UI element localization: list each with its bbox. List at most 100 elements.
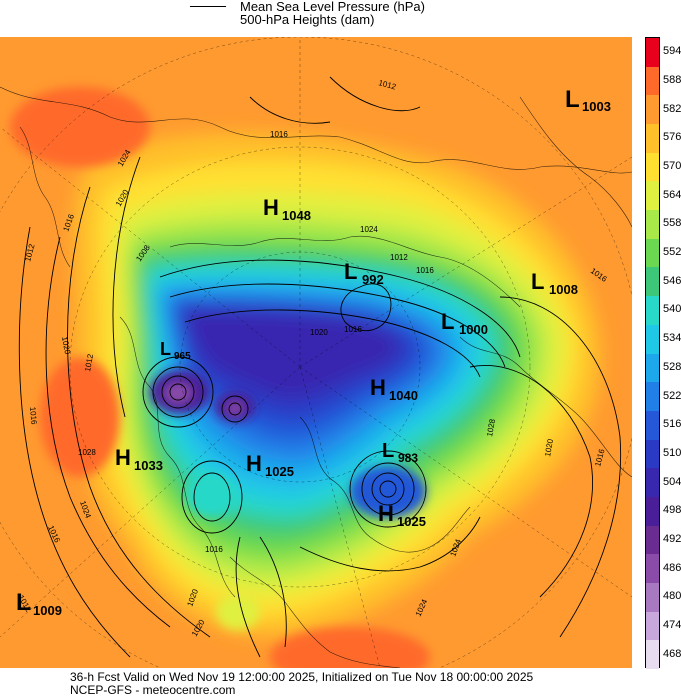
coastline-4 [299, 416, 471, 553]
isobar-label: 1028 [78, 448, 96, 457]
colorbar-segment [646, 554, 659, 584]
warm-patch-south [270, 627, 430, 668]
isobar-10 [299, 516, 481, 572]
colorbar-label: 522 [663, 389, 681, 402]
colorbar-segment [646, 525, 659, 555]
low-value: 992 [362, 272, 384, 287]
isobar-label: 1016 [205, 545, 223, 554]
pressure-center-low: L 1008 [531, 269, 578, 297]
coastline-7 [519, 96, 632, 228]
colorbar-segment [646, 296, 659, 326]
isobar-3 [18, 226, 131, 658]
colorbar-label: 474 [663, 618, 681, 631]
colorbar-label: 480 [663, 590, 681, 603]
isobar-label: 1020 [60, 336, 72, 356]
high-value: 1025 [265, 464, 294, 479]
colorbar-label: 486 [663, 561, 681, 574]
high-letter: H [115, 445, 131, 470]
height-core-east [350, 466, 426, 518]
low-letter: L [565, 86, 580, 113]
pressure-center-high: H 1025 [246, 451, 294, 479]
weather-map-canvas: 1012 1016 1020 1024 1028 1012 1016 1020 … [0, 37, 632, 668]
pressure-center-high: H 1048 [263, 195, 311, 223]
high-value: 1033 [134, 458, 163, 473]
high-letter: H [246, 451, 262, 476]
colorbar-label: 546 [663, 274, 681, 287]
isobar-5 [159, 259, 521, 358]
high-letter: H [263, 195, 279, 220]
coastline-1 [0, 86, 632, 174]
isobar-low3-ring-4 [349, 450, 427, 528]
isobar-low4 [340, 283, 392, 332]
colorbar-segment [646, 181, 659, 211]
isobar-legend-line [190, 6, 226, 7]
high-letter: H [370, 375, 386, 400]
pressure-center-high: H 1033 [115, 445, 163, 473]
isobar-6 [169, 283, 506, 368]
colorbar-segment [646, 468, 659, 498]
low-letter: L [344, 259, 357, 284]
pressure-center-high: H 1040 [370, 375, 418, 403]
colorbar-label: 504 [663, 475, 681, 488]
colorbar-segment [646, 267, 659, 297]
colorbar-label: 570 [663, 160, 681, 173]
isobar-low-ring-1 [169, 383, 187, 401]
isobar-low3-ring-1 [379, 480, 397, 498]
colorbar-label: 594 [663, 45, 681, 58]
isobars [18, 76, 622, 658]
colorbar-segment [646, 238, 659, 268]
colorbar-label: 528 [663, 360, 681, 373]
low-letter: L [382, 440, 394, 462]
colorbar-label: 510 [663, 446, 681, 459]
isobar-low2-ring-1 [228, 402, 242, 416]
colorbar-label: 552 [663, 246, 681, 259]
isobar-label: 1020 [543, 438, 555, 458]
pressure-center-low: L 1003 [565, 86, 611, 114]
colorbar-segment [646, 210, 659, 240]
isobar-14 [235, 536, 261, 658]
height-band-504 [184, 311, 400, 399]
isobar-label: 1028 [485, 418, 497, 438]
cold-patch-south [216, 594, 260, 630]
colorbar-segment [646, 640, 659, 670]
coastline-6 [229, 556, 401, 668]
colorbar-label: 588 [663, 74, 681, 87]
isobar-8 [469, 365, 593, 598]
isobar-1 [45, 236, 171, 628]
high-value: 1025 [397, 514, 426, 529]
meridian-5 [0, 366, 301, 638]
isobar-12 [249, 96, 331, 124]
colorbar-segment [646, 38, 659, 68]
meridian-6 [0, 126, 301, 368]
model-source: NCEP-GFS - meteocentre.com [70, 683, 236, 697]
colorbar-segment [646, 353, 659, 383]
isobar-label: 1012 [390, 253, 408, 262]
meridian-4 [299, 366, 381, 668]
colorbar-label: 582 [663, 102, 681, 115]
isobar-low-ring-3 [152, 366, 204, 418]
isobar-high-ring-1 [193, 472, 231, 522]
isobar-9 [499, 296, 622, 638]
colorbar-segment [646, 496, 659, 527]
isobar-low-ring-2 [161, 375, 195, 409]
forecast-valid-time: 36-h Fcst Valid on Wed Nov 19 12:00:00 2… [70, 670, 534, 684]
isobar-low-ring-4 [142, 356, 214, 428]
colorbar-segment [646, 66, 659, 96]
high-value: 1048 [282, 208, 311, 223]
low-value: 983 [398, 451, 418, 465]
colorbar-label: 468 [663, 647, 681, 660]
isobar-label: 1016 [344, 325, 362, 334]
low-letter: L [160, 339, 171, 359]
coastline-5 [459, 336, 632, 478]
coastline-3 [119, 316, 236, 598]
heights-legend-label: 500-hPa Heights (dam) [240, 12, 375, 27]
pressure-center-low: L 1009 [16, 589, 62, 618]
colorbar-label: 498 [663, 504, 681, 517]
colorbar-label: 558 [663, 217, 681, 230]
pressure-centers: L 1003 H 1048 L 992 L 1008 L 1000 L 965 [16, 86, 611, 618]
isobar-label: 1016 [270, 130, 288, 139]
isobar-label: 1020 [310, 328, 328, 337]
colorbar-label: 516 [663, 418, 681, 431]
isobar-label: 1012 [83, 353, 95, 373]
isobar-low2-ring-2 [221, 395, 249, 423]
